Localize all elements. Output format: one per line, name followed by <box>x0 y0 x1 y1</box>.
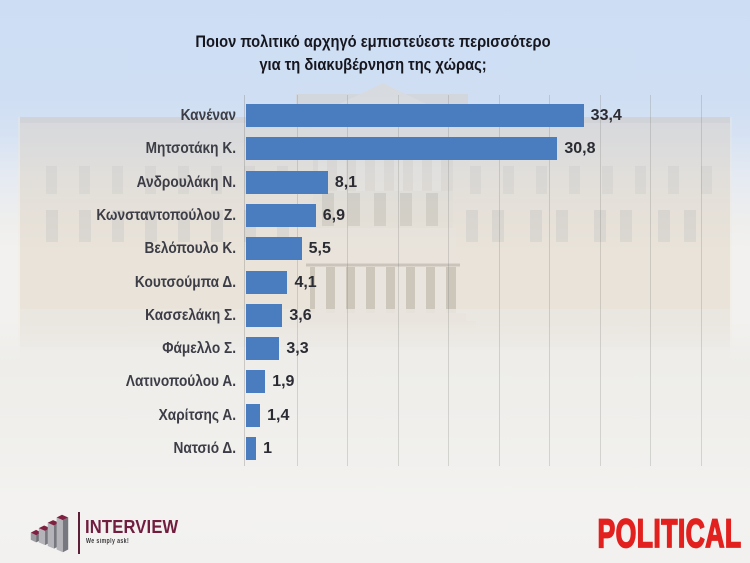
bar <box>246 270 288 294</box>
value-label: 1 <box>263 440 273 457</box>
chart-title: Ποιον πολιτικό αρχηγό εμπιστεύεστε περισ… <box>135 30 611 76</box>
category-label: Κασσελάκη Σ. <box>145 306 236 324</box>
category-label: Βελόπουλο Κ. <box>144 240 236 258</box>
chart-title-line-1: Ποιον πολιτικό αρχηγό εμπιστεύεστε περισ… <box>195 32 551 51</box>
bar <box>246 403 261 427</box>
value-label: 5,5 <box>308 240 331 258</box>
bar <box>246 170 328 194</box>
interview-logo-separator <box>78 512 80 554</box>
value-label: 3,3 <box>286 340 309 358</box>
gridline-35 <box>599 95 601 466</box>
interview-logo-name: INTERVIEW <box>85 517 179 537</box>
value-label: 1,4 <box>267 406 290 424</box>
bar <box>246 337 280 361</box>
gridline-10 <box>347 95 349 466</box>
value-label: 3,6 <box>289 306 312 324</box>
value-label: 6,9 <box>322 206 345 224</box>
bar <box>246 370 266 394</box>
bar <box>246 237 302 261</box>
interview-logo: INTERVIEW We simply ask! <box>28 506 258 558</box>
category-label: Κουτσούμπα Δ. <box>134 273 236 291</box>
gridline-40 <box>650 95 652 466</box>
value-label: 33,4 <box>590 107 622 124</box>
value-label: 30,8 <box>564 140 596 158</box>
category-label: Φάμελλο Σ. <box>162 340 236 358</box>
chart-title-line-2: για τη διακυβέρνηση της χώρας; <box>259 55 487 74</box>
value-axis-line <box>244 95 245 466</box>
gridline-30 <box>549 95 551 466</box>
bar <box>246 203 316 227</box>
bar <box>246 137 558 161</box>
bar <box>246 104 584 127</box>
gridline-5 <box>296 95 298 466</box>
bar <box>246 437 257 460</box>
category-label: Κανέναν <box>180 107 236 124</box>
interview-bar-chart-icon <box>30 514 69 553</box>
value-label: 8,1 <box>334 173 358 191</box>
category-label: Μητσοτάκη Κ. <box>145 140 236 158</box>
interview-logo-tagline: We simply ask! <box>86 538 130 545</box>
bar <box>246 303 283 327</box>
gridline-45 <box>700 95 702 466</box>
square-ground <box>0 320 750 563</box>
category-label: Ανδρουλάκη Ν. <box>136 173 236 191</box>
category-label: Λατινοπούλου Α. <box>125 373 236 391</box>
political-logo: POLITICAL <box>596 512 741 556</box>
gridline-20 <box>448 95 450 466</box>
category-label: Κωνσταντοπούλου Ζ. <box>96 206 236 224</box>
gridline-15 <box>397 95 399 466</box>
category-label: Νατσιό Δ. <box>173 440 236 457</box>
value-label: 4,1 <box>294 273 317 291</box>
gridline-25 <box>498 95 500 466</box>
value-label: 1,9 <box>272 373 295 391</box>
category-label: Χαρίτσης Α. <box>158 406 236 424</box>
